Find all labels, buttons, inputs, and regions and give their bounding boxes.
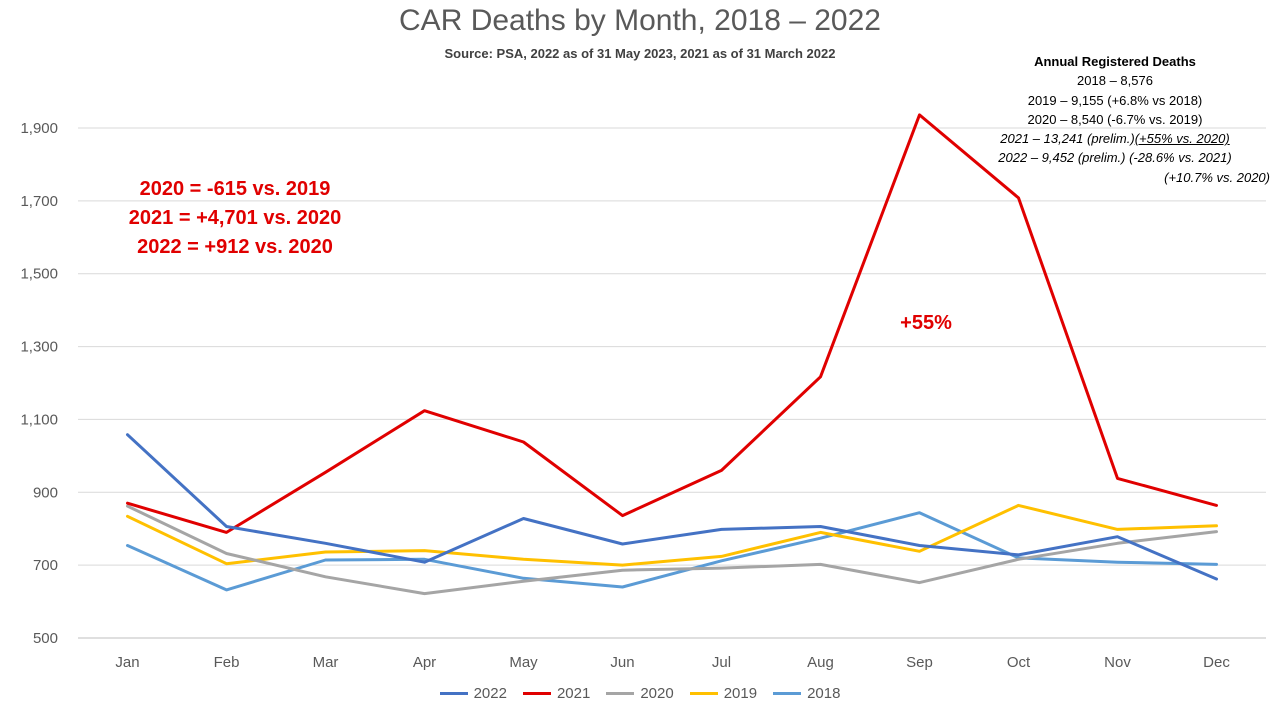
series-line-2018 <box>126 511 1218 592</box>
x-tick-label-jun: Jun <box>610 654 634 671</box>
difference-callout: 2020 = -615 vs. 2019 2021 = +4,701 vs. 2… <box>100 175 370 262</box>
legend-label: 2022 <box>473 685 507 702</box>
y-tick-label: 1,100 <box>20 411 58 428</box>
legend-swatch <box>773 692 802 695</box>
legend-label: 2019 <box>723 685 758 702</box>
legend-swatch <box>439 692 468 695</box>
annual-2022-vs-2020: (+10.7% vs. 2020) <box>1164 169 1270 185</box>
y-tick-label: 500 <box>33 630 58 647</box>
series-line-2021 <box>126 113 1218 534</box>
callout-2022: 2022 = +912 vs. 2020 <box>137 236 333 258</box>
legend-item-2020: 2020 <box>606 685 674 702</box>
y-tick-label: 700 <box>33 557 58 574</box>
annual-2022: 2022 – 9,452 (prelim.) (-28.6% vs. 2021) <box>998 150 1232 166</box>
annual-2021-main: 2021 – 13,241 (prelim.) <box>1000 131 1135 147</box>
legend-item-2019: 2019 <box>689 685 758 702</box>
series-lines <box>126 113 1218 596</box>
annual-2020: 2020 – 8,540 (-6.7% vs. 2019) <box>1027 111 1203 127</box>
series-line-2020 <box>126 504 1218 596</box>
legend-swatch <box>606 692 635 695</box>
annual-2021: 2021 – 13,241 (prelim.)(+55% vs. 2020) <box>960 129 1270 148</box>
annual-2019: 2019 – 9,155 (+6.8% vs 2018) <box>1027 92 1203 108</box>
y-tick-label: 900 <box>33 484 58 501</box>
series-line-2019 <box>126 503 1218 567</box>
x-tick-label-aug: Aug <box>807 654 834 671</box>
callout-2020: 2020 = -615 vs. 2019 <box>139 178 331 200</box>
annual-header: Annual Registered Deaths <box>1034 54 1196 69</box>
legend-item-2018: 2018 <box>773 685 840 702</box>
x-axis-tick-labels: Jan Feb Mar Apr May Jun Jul Aug Sep Oct Nov Dec <box>115 654 1230 671</box>
chart-subtitle: Source: PSA, 2022 as of 31 May 2023, 202… <box>444 46 836 61</box>
legend: 2022 2021 2020 2019 2018 <box>0 685 1280 702</box>
legend-item-2021: 2021 <box>522 685 591 702</box>
legend-label: 2018 <box>807 685 841 702</box>
legend-label: 2020 <box>640 685 674 702</box>
peak-percent-label: +55% <box>900 312 952 334</box>
legend-swatch <box>522 692 551 695</box>
x-tick-label-jan: Jan <box>115 654 139 671</box>
x-tick-label-may: May <box>509 654 538 671</box>
legend-label: 2021 <box>556 685 591 702</box>
annual-2018: 2018 – 8,576 <box>1077 73 1153 89</box>
annual-2021-pct: (+55% vs. 2020) <box>1134 131 1230 147</box>
x-tick-label-oct: Oct <box>1007 654 1031 671</box>
y-tick-label: 1,500 <box>20 266 58 283</box>
x-tick-label-apr: Apr <box>413 654 436 671</box>
y-tick-label: 1,900 <box>20 120 58 137</box>
chart-title: CAR Deaths by Month, 2018 – 2022 <box>399 4 881 37</box>
x-tick-label-mar: Mar <box>313 654 339 671</box>
annual-deaths-box: Annual Registered Deaths 2018 – 8,576 20… <box>960 52 1270 187</box>
legend-swatch <box>689 692 718 695</box>
x-tick-label-sep: Sep <box>906 654 933 671</box>
y-tick-label: 1,700 <box>20 193 58 210</box>
legend-item-2022: 2022 <box>439 685 507 702</box>
x-tick-label-nov: Nov <box>1104 654 1131 671</box>
series-line-2022 <box>126 433 1218 581</box>
x-tick-label-feb: Feb <box>214 654 240 671</box>
x-tick-label-jul: Jul <box>712 654 731 671</box>
y-axis-tick-labels: 500 700 900 1,100 1,300 1,500 1,700 1,900 <box>20 120 58 647</box>
callout-2021: 2021 = +4,701 vs. 2020 <box>128 207 342 229</box>
x-tick-label-dec: Dec <box>1203 654 1230 671</box>
y-tick-label: 1,300 <box>20 339 58 356</box>
